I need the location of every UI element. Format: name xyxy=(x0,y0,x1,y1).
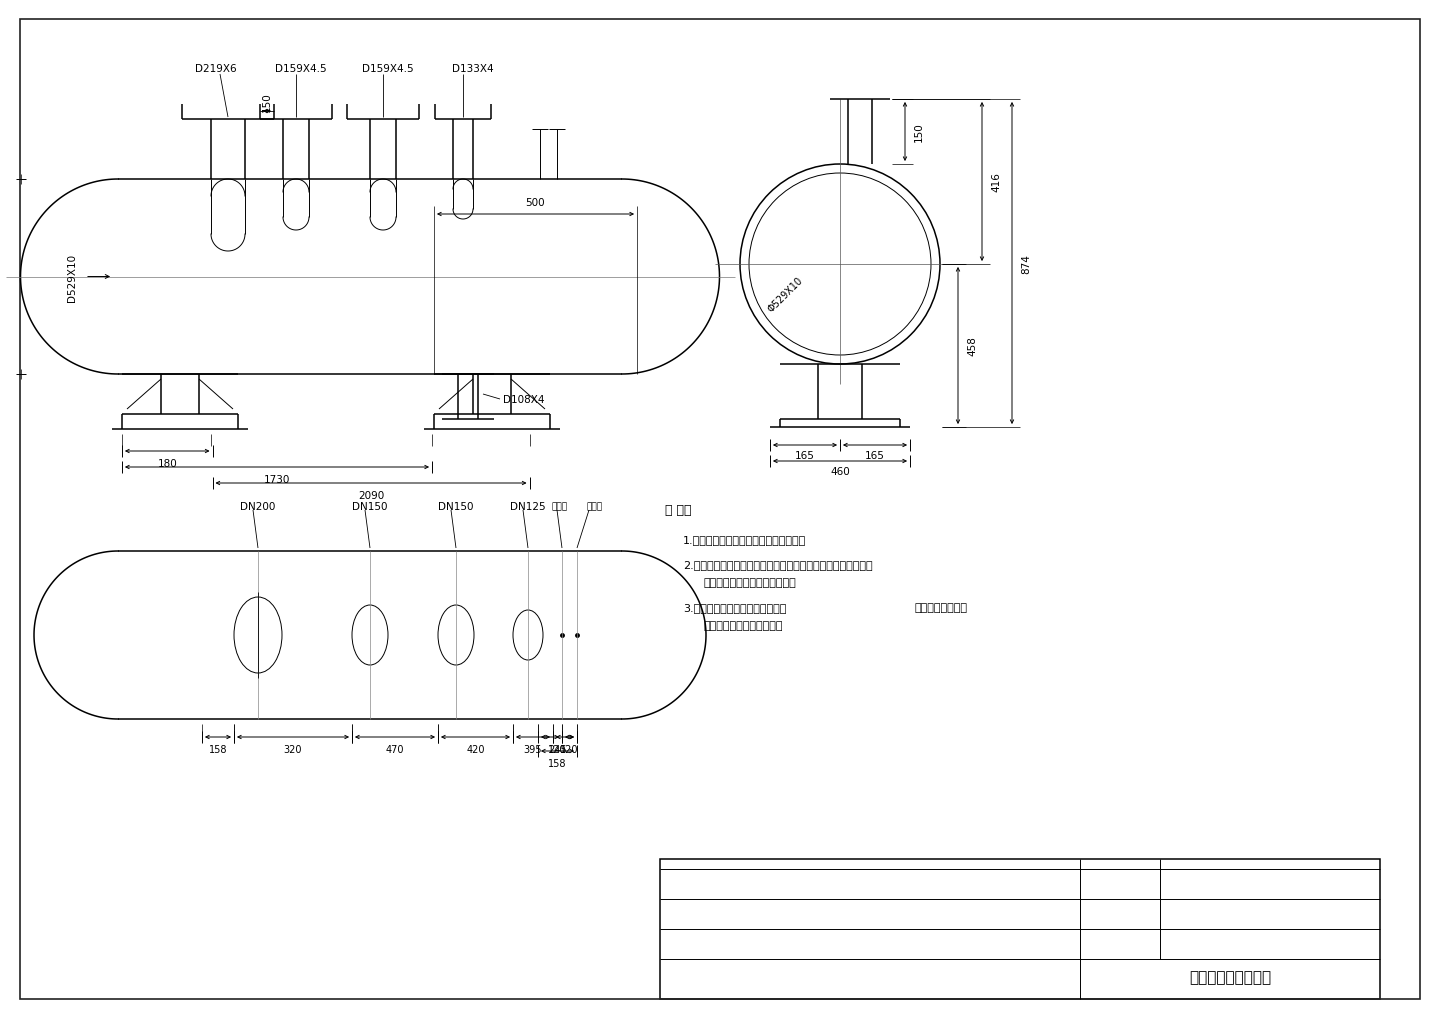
Text: DN200: DN200 xyxy=(240,501,275,512)
Text: 416: 416 xyxy=(991,172,1001,193)
Text: 150: 150 xyxy=(262,92,272,112)
Text: 2090: 2090 xyxy=(359,490,384,500)
Text: DN125: DN125 xyxy=(510,501,546,512)
Text: 集（分）水缸订货图: 集（分）水缸订货图 xyxy=(1189,969,1272,984)
Text: 3.本分（集）水缸必须按国家标准: 3.本分（集）水缸必须按国家标准 xyxy=(683,602,786,612)
Text: 温度表: 温度表 xyxy=(552,502,567,511)
Text: 2.本分（集）水缸为压力容器，必须由具备压力容器设计及制造: 2.本分（集）水缸为压力容器，必须由具备压力容器设计及制造 xyxy=(683,559,873,570)
Text: D108X4: D108X4 xyxy=(503,394,544,405)
Text: D529X10: D529X10 xyxy=(68,253,76,302)
Text: 165: 165 xyxy=(795,450,815,461)
Text: 1.本图为订货条件图，不能作制造图用。: 1.本图为订货条件图，不能作制造图用。 xyxy=(683,535,806,544)
Text: 《钙制压力容器》: 《钙制压力容器》 xyxy=(914,602,968,612)
Text: 395: 395 xyxy=(524,744,543,754)
Text: 245: 245 xyxy=(549,744,567,754)
Text: D159X4.5: D159X4.5 xyxy=(363,64,413,74)
Text: D133X4: D133X4 xyxy=(452,64,494,74)
Text: 420: 420 xyxy=(467,744,485,754)
Text: D159X4.5: D159X4.5 xyxy=(275,64,327,74)
Text: 180: 180 xyxy=(157,459,177,469)
Text: 120: 120 xyxy=(549,744,567,754)
Text: D219X6: D219X6 xyxy=(196,64,236,74)
Text: 320: 320 xyxy=(284,744,302,754)
Text: 许可证的单位进行设计及制造。: 许可证的单位进行设计及制造。 xyxy=(703,578,796,587)
Bar xyxy=(660,859,1380,999)
Text: 460: 460 xyxy=(829,467,850,477)
Text: 设计、制造、检验、验收。: 设计、制造、检验、验收。 xyxy=(703,621,782,631)
Text: 150: 150 xyxy=(914,122,924,143)
Text: 165: 165 xyxy=(865,450,886,461)
Text: 874: 874 xyxy=(1021,254,1031,274)
Text: 压力表: 压力表 xyxy=(588,502,603,511)
Text: 458: 458 xyxy=(968,336,976,356)
Text: 500: 500 xyxy=(526,198,546,208)
Text: 1730: 1730 xyxy=(264,475,291,484)
Text: 附 注：: 附 注： xyxy=(665,503,691,516)
Text: DN150: DN150 xyxy=(438,501,474,512)
Text: DN150: DN150 xyxy=(353,501,387,512)
Text: 158: 158 xyxy=(549,758,567,768)
Text: Φ529X10: Φ529X10 xyxy=(766,275,805,314)
Text: 158: 158 xyxy=(209,744,228,754)
Text: 470: 470 xyxy=(386,744,405,754)
Text: 120: 120 xyxy=(560,744,579,754)
